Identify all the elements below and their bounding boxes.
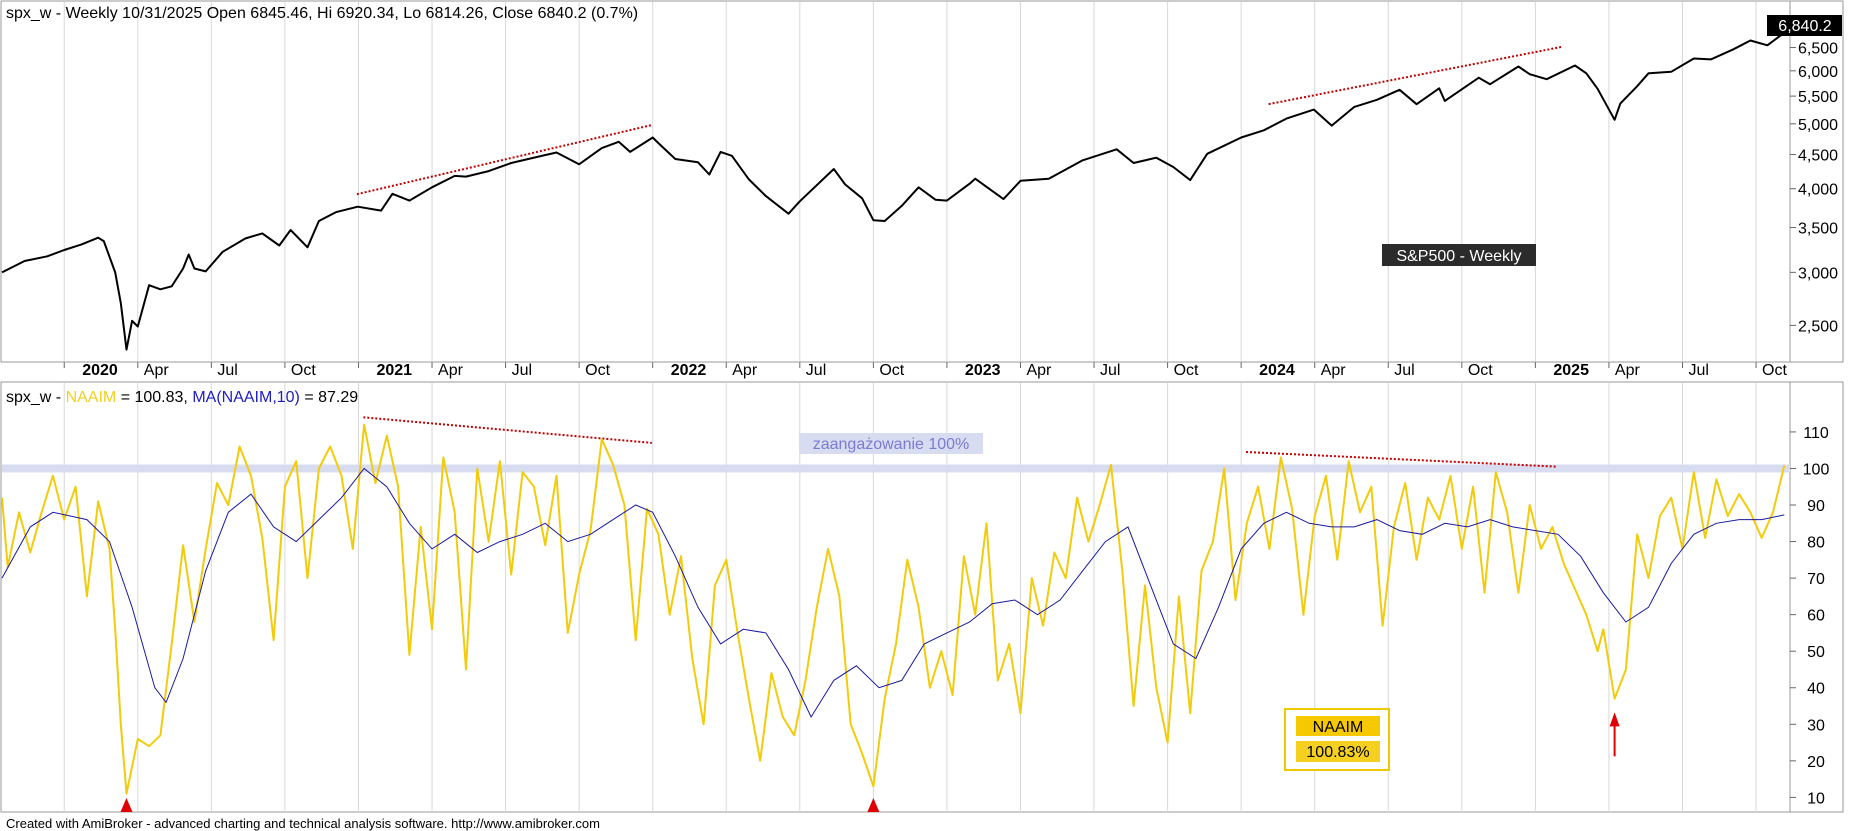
up-arrow-icon — [1609, 712, 1620, 727]
x-tick-label: Oct — [291, 362, 316, 379]
price-y-tick-label: 4,000 — [1798, 182, 1838, 199]
x-tick-label: Apr — [1026, 362, 1052, 379]
x-tick-label: Oct — [1762, 362, 1787, 379]
price-y-ticks: 2,500 3,000 3,500 4,000 4,500 5,000 5,500 6,000… — [1790, 19, 1838, 335]
price-y-tick-label: 6,000 — [1798, 64, 1838, 81]
x-tick-label: Apr — [1615, 362, 1641, 379]
price-y-tick-label: 4,500 — [1798, 147, 1838, 164]
price-y-tick-label: 6,500 — [1798, 41, 1838, 58]
naaim-value-box-title-bg — [1296, 716, 1380, 736]
naaim-y-tick-label: 50 — [1807, 644, 1825, 661]
naaim-y-tick-label: 80 — [1807, 535, 1825, 552]
price-annotation-bg — [1382, 244, 1536, 266]
x-tick-label: Jul — [217, 362, 237, 379]
x-tick-label: 2025 — [1553, 362, 1589, 379]
naaim-y-ticks: 10 20 30 40 50 60 70 80 90 100 110 — [1790, 425, 1829, 807]
naaim-arrows — [120, 712, 1620, 812]
price-series-line — [1, 31, 1785, 351]
ma-series-line — [1, 467, 1785, 719]
naaim-panel-frame — [0, 381, 1844, 813]
naaim-y-tick-label: 30 — [1807, 717, 1825, 734]
x-tick-label: 2024 — [1259, 362, 1295, 379]
naaim-grid — [63, 383, 1757, 812]
last-value-label: 6,840.2 — [1778, 18, 1831, 35]
naaim-title-ma: MA(NAAIM,10) — [192, 389, 300, 406]
footer-credit: Created with AmiBroker - advanced charti… — [6, 816, 600, 831]
x-tick-label: Apr — [1321, 362, 1347, 379]
naaim-trendlines — [363, 416, 1558, 468]
x-tick-label: Apr — [732, 362, 758, 379]
naaim-value-box-title: NAAIM — [1313, 719, 1364, 736]
x-tick-label: Jul — [1100, 362, 1120, 379]
naaim-title-prefix: spx_w - — [6, 389, 66, 406]
price-y-tick-label: 3,500 — [1798, 221, 1838, 238]
naaim-title-naaim: NAAIM — [66, 389, 117, 406]
naaim-trendline — [363, 416, 652, 444]
engagement-band-label-bg — [799, 433, 983, 454]
price-annotation: S&P500 - Weekly — [1396, 248, 1521, 265]
naaim-y-tick-label: 20 — [1807, 754, 1825, 771]
x-tick-label: Oct — [1174, 362, 1199, 379]
naaim-y-tick-label: 100 — [1803, 461, 1830, 478]
x-tick-label: Apr — [438, 362, 464, 379]
naaim-y-tick-label: 10 — [1807, 790, 1825, 807]
x-tick-label: Oct — [1468, 362, 1493, 379]
x-axis-ticks: 2020 Apr Jul Oct 2021 Apr Jul Oct 2022 Apr Jul Oct 2… — [63, 362, 1787, 379]
x-tick-label: Jul — [1688, 362, 1708, 379]
naaim-value-box-value-bg — [1296, 741, 1380, 762]
bottom-arrow-icon — [867, 798, 880, 812]
price-trendline — [356, 124, 653, 196]
x-tick-label: 2022 — [671, 362, 707, 379]
x-tick-label: 2021 — [376, 362, 412, 379]
x-tick-label: 2023 — [965, 362, 1001, 379]
bottom-arrow-icon — [120, 798, 133, 812]
price-trendlines — [356, 45, 1564, 196]
x-tick-label: Jul — [1394, 362, 1414, 379]
naaim-y-tick-label: 70 — [1807, 571, 1825, 588]
price-y-tick-label: 2,500 — [1798, 318, 1838, 335]
x-tick-label: Oct — [585, 362, 610, 379]
x-tick-label: Jul — [806, 362, 826, 379]
engagement-band-label: zaangażowanie 100% — [813, 436, 970, 453]
x-tick-label: 2020 — [82, 362, 118, 379]
price-panel-title: spx_w - Weekly 10/31/2025 Open 6845.46, … — [6, 5, 638, 22]
naaim-y-tick-label: 60 — [1807, 608, 1825, 625]
x-tick-label: Oct — [879, 362, 904, 379]
naaim-title-naaim-value: = 100.83, — [116, 389, 192, 406]
naaim-series-line — [1, 423, 1786, 795]
price-panel-frame — [0, 0, 1844, 363]
price-trendline — [1268, 45, 1564, 106]
x-tick-label: Apr — [144, 362, 170, 379]
naaim-y-tick-label: 110 — [1803, 425, 1829, 442]
naaim-trendline — [1245, 451, 1558, 468]
naaim-y-tick-label: 90 — [1807, 498, 1825, 515]
naaim-y-tick-label: 40 — [1807, 681, 1825, 698]
price-grid — [63, 2, 1757, 362]
naaim-value-box-value: 100.83% — [1306, 744, 1369, 761]
price-y-tick-label: 3,000 — [1798, 265, 1838, 282]
last-value-badge — [1767, 15, 1842, 36]
naaim-title-ma-value: = 87.29 — [300, 389, 358, 406]
engagement-band — [2, 464, 1790, 473]
naaim-panel-title: spx_w - NAAIM = 100.83, MA(NAAIM,10) = 8… — [6, 389, 358, 406]
price-y-tick-label: 5,000 — [1798, 117, 1838, 134]
price-y-tick-label: 5,500 — [1798, 89, 1838, 106]
x-tick-label: Jul — [512, 362, 532, 379]
